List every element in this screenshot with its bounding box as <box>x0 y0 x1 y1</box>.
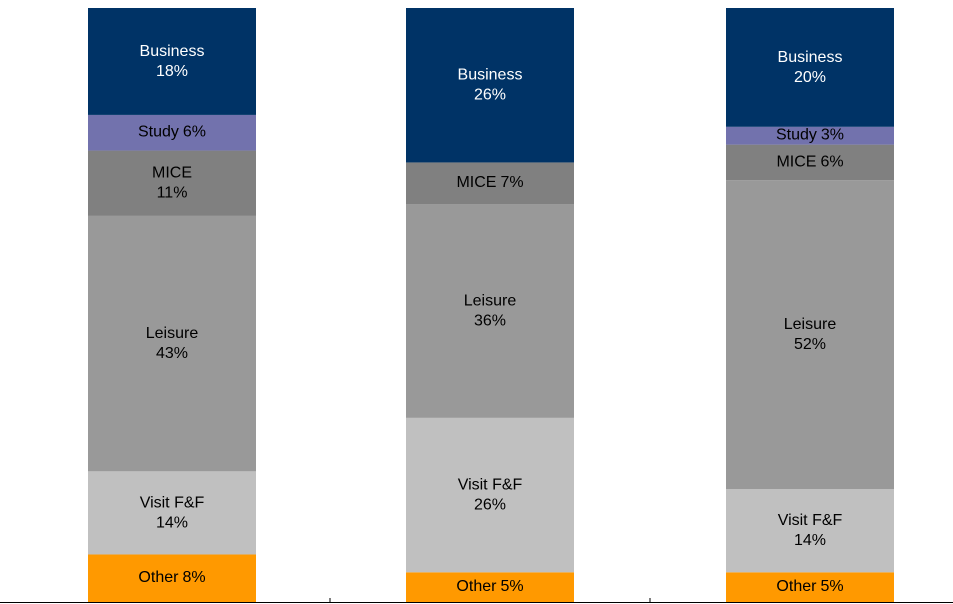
bar-segment <box>88 150 256 216</box>
label-value: 26% <box>474 497 506 514</box>
label-value: 14% <box>156 515 188 532</box>
label-value: 43% <box>156 345 188 362</box>
bar-segment <box>406 8 574 163</box>
label-name: Other <box>456 578 497 595</box>
bar-segment <box>88 114 256 151</box>
bar-segment <box>726 180 894 490</box>
bar-segment <box>88 471 256 555</box>
label-value: 8% <box>182 569 205 586</box>
label-name: Study <box>776 127 817 144</box>
bar-segment <box>726 8 894 127</box>
label-value: 11% <box>157 185 188 202</box>
label-name: Visit F&F <box>140 495 205 512</box>
data-label: MICE 6% <box>776 154 843 171</box>
bar-segment <box>88 554 256 602</box>
data-label: Business 18% <box>140 43 205 80</box>
bar-segment <box>726 489 894 573</box>
label-name: MICE <box>456 174 496 191</box>
bar-segment <box>88 215 256 472</box>
bar-segment <box>726 144 894 181</box>
label-name: Leisure <box>784 316 837 333</box>
bar-segment <box>406 162 574 205</box>
label-value: 18% <box>156 63 188 80</box>
bar-segment <box>406 204 574 418</box>
data-label: Other 5% <box>456 578 523 595</box>
label-name: Business <box>778 49 843 66</box>
data-label: MICE 11% <box>152 165 192 202</box>
label-name: Other <box>138 569 179 586</box>
data-label: Study 6% <box>138 124 206 141</box>
label-name: MICE <box>152 165 192 182</box>
bar-segment <box>726 126 894 145</box>
data-label: Visit F&F 14% <box>778 512 843 549</box>
data-label: MICE 7% <box>456 174 523 191</box>
label-value: 20% <box>794 69 826 86</box>
label-value: 36% <box>474 313 506 330</box>
label-name: Visit F&F <box>458 477 523 494</box>
label-name: MICE <box>776 154 816 171</box>
label-name: Study <box>138 124 179 141</box>
bar-segment <box>88 8 256 115</box>
label-value: 5% <box>820 578 843 595</box>
label-value: 3% <box>821 127 844 144</box>
label-name: Business <box>140 43 205 60</box>
label-value: 5% <box>500 578 523 595</box>
label-name: Other <box>776 578 817 595</box>
data-label: Leisure 36% <box>464 293 517 330</box>
data-label: Business 20% <box>778 49 843 86</box>
data-label: Leisure 43% <box>146 325 199 362</box>
data-label: Study 3% <box>776 127 844 144</box>
data-label: Other 5% <box>776 578 843 595</box>
label-value: 6% <box>183 124 206 141</box>
data-label: Visit F&F 14% <box>140 495 205 532</box>
bar-segment <box>726 572 894 602</box>
bar-segment <box>406 417 574 573</box>
bar-segment <box>406 572 574 602</box>
data-label: Leisure 52% <box>784 316 837 353</box>
label-value: 7% <box>500 174 523 191</box>
data-label: Visit F&F 26% <box>458 477 523 514</box>
label-value: 26% <box>474 87 506 104</box>
data-label: Business 26% <box>458 67 523 104</box>
label-value: 6% <box>820 154 843 171</box>
label-value: 14% <box>794 532 826 549</box>
label-value: 52% <box>794 336 826 353</box>
label-name: Leisure <box>146 325 199 342</box>
label-name: Leisure <box>464 293 517 310</box>
data-label: Other 8% <box>138 569 205 586</box>
label-name: Visit F&F <box>778 512 843 529</box>
label-name: Business <box>458 67 523 84</box>
